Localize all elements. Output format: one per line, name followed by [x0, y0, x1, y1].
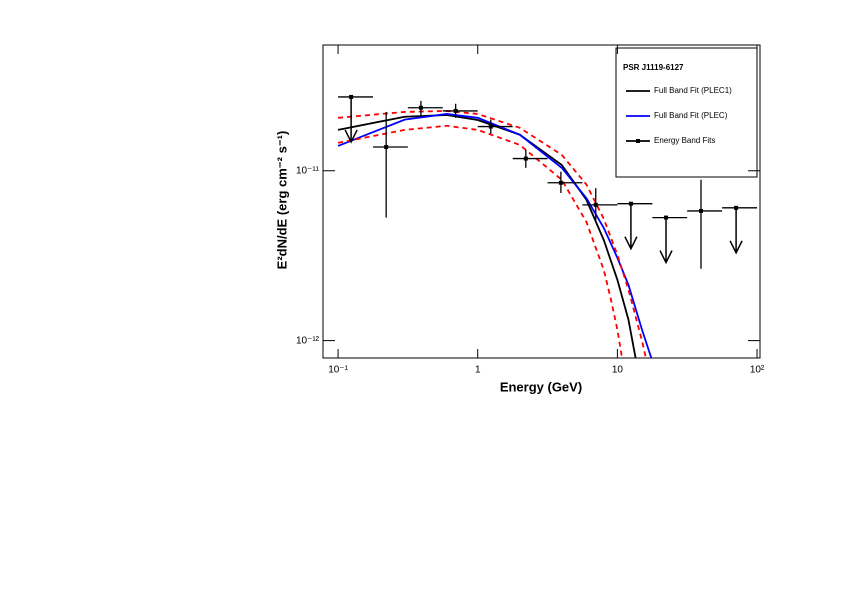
legend-swatch — [636, 139, 640, 143]
legend-box — [615, 47, 758, 178]
fit-curve — [337, 113, 653, 358]
y-tick-label: 10⁻¹¹ — [296, 165, 320, 176]
legend-title: PSR J1119-6127 — [623, 63, 684, 72]
data-point — [418, 105, 423, 110]
x-tick-label: 10⁻¹ — [328, 365, 348, 376]
x-axis-title: Energy (GeV) — [500, 379, 582, 394]
y-tick-label: 10⁻¹² — [296, 335, 320, 346]
data-point — [664, 215, 669, 220]
upper-limit-arrow — [729, 207, 743, 255]
data-point — [558, 180, 563, 185]
data-point — [734, 205, 739, 210]
fit-curve — [337, 110, 647, 358]
upper-limit-arrow — [344, 96, 358, 144]
data-point — [453, 108, 458, 113]
data-point — [593, 202, 598, 207]
data-point — [628, 201, 633, 206]
plot-frame — [322, 44, 761, 359]
data-point — [349, 94, 354, 99]
data-point — [488, 124, 493, 129]
legend-label: Energy Band Fits — [654, 136, 715, 145]
upper-limit-arrow — [659, 217, 673, 265]
x-tick-label: 1 — [475, 365, 481, 376]
legend-label: Full Band Fit (PLEC) — [654, 111, 728, 120]
upper-limit-arrow — [624, 203, 638, 251]
y-axis-title: E²dN/dE (erg cm⁻² s⁻¹) — [274, 131, 289, 270]
data-point — [384, 144, 389, 149]
x-tick-label: 10 — [612, 365, 624, 376]
x-tick-label: 10² — [750, 365, 765, 376]
plot-area — [337, 94, 758, 358]
fit-curve — [337, 114, 637, 358]
data-point — [523, 156, 528, 161]
legend-label: Full Band Fit (PLEC1) — [654, 86, 732, 95]
data-point — [699, 208, 704, 213]
fit-curve — [337, 124, 623, 358]
